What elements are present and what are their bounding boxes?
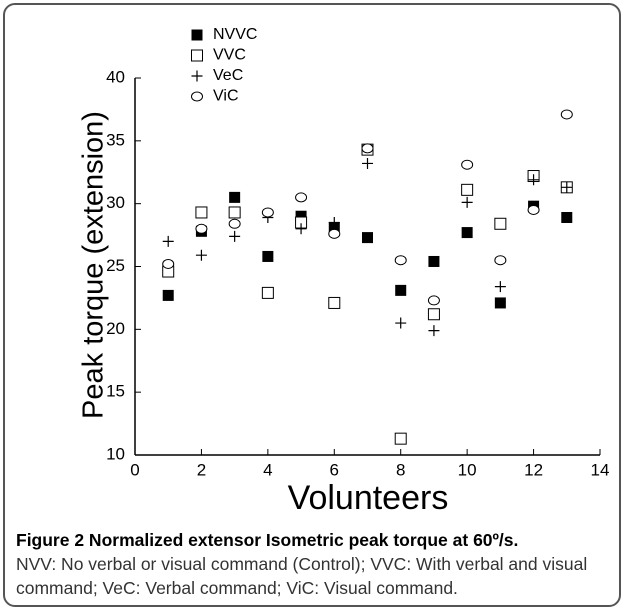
legend-label: ViC [213, 88, 239, 105]
point [362, 157, 373, 169]
legend-marker [191, 49, 203, 62]
point [461, 196, 473, 208]
point [261, 286, 274, 299]
point [328, 217, 340, 229]
point [328, 228, 341, 239]
point [295, 210, 307, 222]
legend-label: VVC [213, 47, 246, 64]
y-tick-label: 20 [106, 319, 125, 338]
point [261, 207, 274, 218]
point [494, 281, 506, 293]
point [229, 230, 241, 242]
caption-text: NVV: No verbal or visual command (Contro… [16, 554, 588, 598]
point [461, 159, 474, 170]
legend-label: NVVC [213, 26, 257, 43]
point [362, 232, 373, 244]
caption-title: Figure 2 Normalized extensor Isometric p… [16, 530, 519, 550]
x-tick-label: 0 [130, 460, 139, 479]
point [560, 109, 573, 120]
x-tick-label: 6 [330, 460, 339, 479]
point [262, 250, 274, 262]
point [228, 218, 241, 229]
x-tick-label: 14 [591, 460, 610, 479]
x-tick-label: 10 [458, 460, 477, 479]
legend-label: VeC [213, 67, 243, 84]
point [494, 297, 506, 309]
figure-border [3, 3, 621, 607]
point [427, 295, 440, 306]
point [427, 308, 440, 321]
legend-marker [191, 70, 203, 82]
point [162, 289, 174, 301]
point [295, 223, 307, 235]
chart: Peak torque (extension) Volunteers 10 15 2… [78, 26, 610, 517]
point [527, 204, 540, 215]
y-tick-label: 15 [106, 382, 125, 401]
legend-marker [191, 91, 203, 102]
point [561, 211, 573, 223]
point [461, 227, 473, 239]
x-tick-label: 8 [396, 460, 405, 479]
point [228, 206, 241, 219]
point [195, 223, 208, 234]
y-tick-label: 35 [106, 130, 125, 149]
point [395, 284, 407, 296]
point [494, 255, 507, 266]
point [361, 143, 374, 154]
y-tick-label: 10 [106, 444, 125, 463]
point [295, 192, 308, 203]
y-tick-label: 40 [106, 67, 125, 86]
point [528, 174, 540, 186]
point [494, 217, 507, 230]
x-tick-label: 2 [197, 460, 206, 479]
point [162, 258, 175, 269]
point [229, 191, 241, 203]
legend-marker [191, 29, 203, 41]
y-tick-label: 30 [106, 193, 125, 212]
x-tick-label: 12 [524, 460, 543, 479]
y-tick-label: 25 [106, 256, 125, 275]
point [561, 181, 573, 193]
point [428, 255, 440, 267]
point [461, 183, 474, 196]
point [328, 296, 341, 309]
point [394, 432, 407, 445]
x-axis-label: Volunteers [288, 479, 449, 517]
point [195, 206, 208, 219]
point [162, 235, 174, 247]
caption: Figure 2 Normalized extensor Isometric p… [16, 528, 616, 600]
point [395, 317, 407, 329]
y-axis-label: Peak torque (extension) [78, 111, 110, 419]
point [394, 255, 407, 266]
point [195, 249, 207, 261]
x-tick-label: 4 [263, 460, 272, 479]
point [428, 325, 440, 337]
